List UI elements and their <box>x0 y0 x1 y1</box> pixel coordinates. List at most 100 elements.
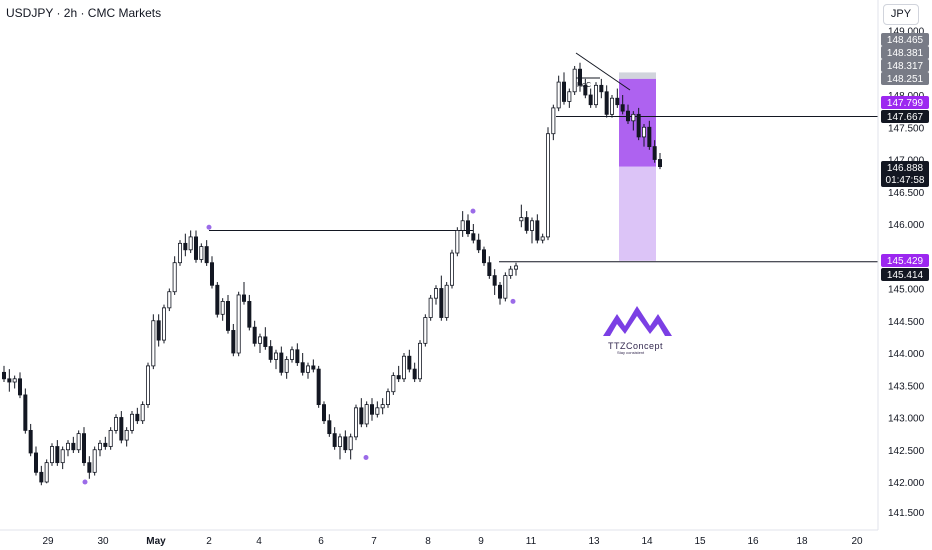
candle-body <box>524 217 529 231</box>
candle-body <box>337 436 342 447</box>
candle-body <box>380 404 385 409</box>
candle-body <box>7 378 12 383</box>
x-tick-label: 14 <box>641 536 653 547</box>
candle-body <box>530 220 535 231</box>
candle-body <box>476 239 481 251</box>
x-tick-label: 8 <box>425 536 431 547</box>
candle-body <box>34 452 39 473</box>
candle <box>98 440 103 457</box>
hoc-label: HoC <box>577 82 591 89</box>
candle-body <box>17 378 22 396</box>
countdown-label: 01:47:58 <box>886 175 925 186</box>
candle-body <box>327 420 332 435</box>
x-tick-label: 18 <box>796 536 808 547</box>
candle-body <box>177 242 182 264</box>
candle <box>524 211 529 234</box>
candle-body <box>247 300 252 328</box>
candle <box>423 314 428 347</box>
candle <box>364 401 369 428</box>
x-tick-label: 2 <box>206 536 212 547</box>
candle <box>471 224 476 244</box>
candle-body <box>23 394 28 431</box>
candle <box>103 436 108 450</box>
x-tick-label: 15 <box>694 536 706 547</box>
candle <box>636 107 641 141</box>
candle-body <box>273 352 278 360</box>
candle-body <box>140 404 145 422</box>
trend-line[interactable] <box>575 52 631 91</box>
price-labels: 148.465 148.381 148.317 148.251 147.799 147.6… <box>881 33 929 281</box>
candle <box>594 82 599 108</box>
x-tick-label: 4 <box>256 536 262 547</box>
x-tick-label: 29 <box>42 536 54 547</box>
candle-body <box>252 326 257 344</box>
candle-body <box>145 365 150 405</box>
candle-body <box>98 442 103 451</box>
candle-body <box>385 391 390 406</box>
candle <box>12 375 17 389</box>
candle-body <box>471 233 476 241</box>
candle-body <box>311 365 316 370</box>
candle <box>348 433 353 460</box>
candle <box>631 111 636 131</box>
candle <box>626 104 631 125</box>
candle <box>556 75 561 112</box>
candle <box>305 362 310 379</box>
candle <box>108 427 113 450</box>
candle <box>172 256 177 295</box>
candle <box>599 78 604 99</box>
candle-body <box>599 84 604 93</box>
candle-body <box>465 220 470 235</box>
candle <box>55 440 60 466</box>
candle-body <box>241 294 246 302</box>
candle <box>2 365 6 383</box>
y-tick-label: 146.500 <box>888 188 925 199</box>
candle <box>284 356 289 379</box>
currency-button[interactable]: JPY <box>883 4 919 25</box>
annotations: HoC <box>82 52 631 485</box>
candle <box>439 275 444 321</box>
candle-body <box>172 262 177 293</box>
candle <box>455 227 460 257</box>
candle <box>588 88 593 108</box>
candle <box>642 124 647 147</box>
candle <box>412 362 417 383</box>
candle-body <box>423 317 428 344</box>
candle-body <box>508 268 513 276</box>
candle-body <box>50 446 55 464</box>
price-badge <box>881 72 929 85</box>
price-badge-value: 148.381 <box>887 48 924 59</box>
price-badge <box>881 59 929 72</box>
candle <box>129 411 134 434</box>
candle <box>263 327 268 350</box>
candle-body <box>594 84 599 106</box>
candle <box>167 288 172 312</box>
price-badge-value: 147.667 <box>887 112 924 123</box>
candle <box>209 256 214 289</box>
candle-body <box>588 94 593 106</box>
y-tick-label: 142.000 <box>888 478 925 489</box>
price-badge <box>881 268 929 281</box>
candle <box>481 246 486 266</box>
candle-body <box>279 352 284 373</box>
candle-body <box>428 297 433 318</box>
candle <box>151 314 156 370</box>
symbol-title[interactable]: USDJPY · 2h · CMC Markets <box>6 6 162 20</box>
candle <box>300 353 305 376</box>
candle-body <box>188 236 193 251</box>
candle <box>76 430 81 453</box>
price-badge <box>881 161 929 187</box>
candle <box>34 446 39 476</box>
candle-body <box>375 407 380 415</box>
candle-body <box>620 104 625 112</box>
candle <box>225 294 230 334</box>
candle <box>417 340 422 383</box>
candle <box>66 440 71 457</box>
candle <box>401 353 406 383</box>
candle-body <box>44 462 49 483</box>
candle <box>140 401 145 424</box>
candle <box>535 214 540 244</box>
candle <box>519 204 524 228</box>
candle <box>433 285 438 305</box>
